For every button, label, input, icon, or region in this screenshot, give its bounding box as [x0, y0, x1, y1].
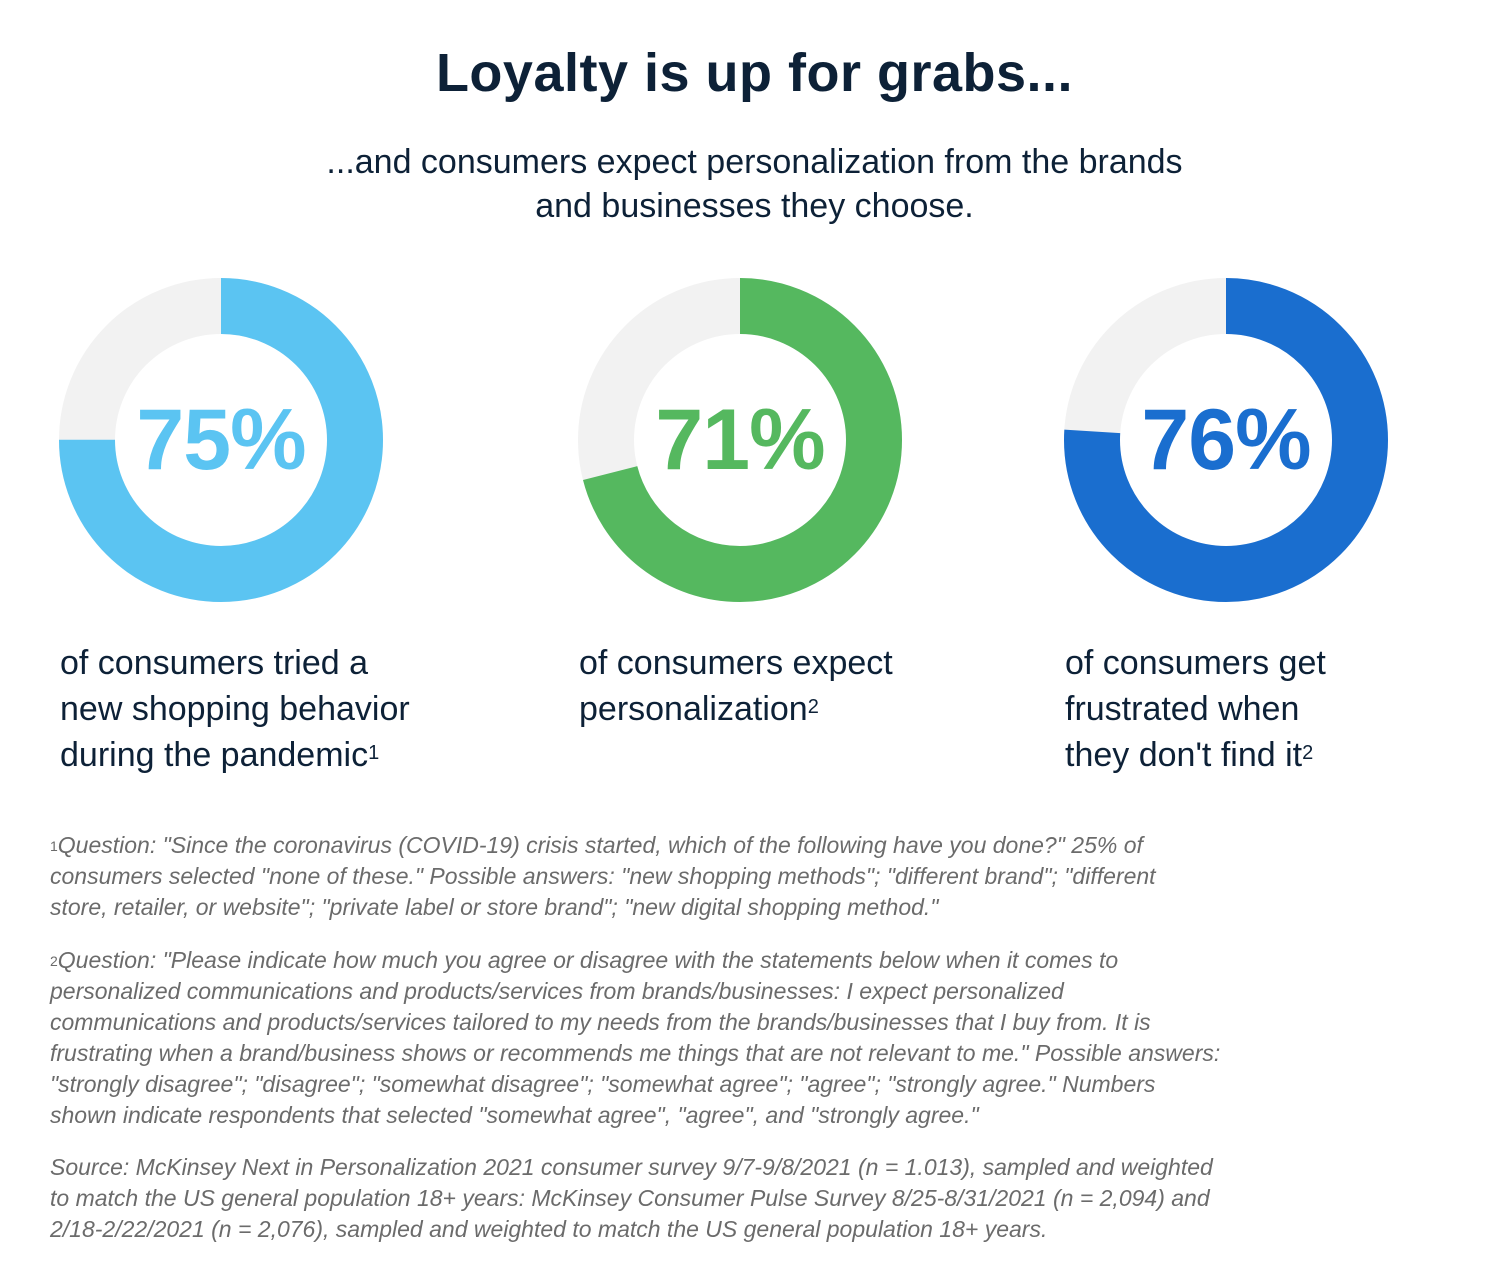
caption-line: of consumers get	[1065, 644, 1326, 682]
donut-percent-label: 76%	[1141, 391, 1311, 488]
footnote-line: "strongly disagree"; "disagree"; "somewh…	[50, 1071, 1156, 1097]
donut-value-arc	[578, 278, 902, 602]
donut-caption: of consumers tried a new shopping behavi…	[60, 640, 410, 778]
footnote-mark: 1	[368, 742, 380, 764]
footnote-1: 1Question: "Since the coronavirus (COVID…	[50, 830, 1470, 923]
caption-line: frustrated when	[1065, 690, 1300, 728]
footnote-line: shown indicate respondents that selected…	[50, 1102, 979, 1128]
source-line: to match the US general population 18+ y…	[50, 1185, 1210, 1211]
source-note: Source: McKinsey Next in Personalization…	[50, 1152, 1470, 1245]
footnote-line: personalized communications and products…	[50, 978, 1064, 1004]
donut-percent-label: 75%	[136, 391, 306, 488]
footnote-line-text: Question: "Please indicate how much you …	[57, 947, 1119, 973]
footnote-line: store, retailer, or website"; "private l…	[50, 894, 939, 920]
footnote-line: 1Question: "Since the coronavirus (COVID…	[50, 830, 1470, 861]
donut-chart-expect-personalization: 71%	[577, 277, 903, 603]
caption-line: of consumers expect	[579, 644, 893, 682]
footnote-line: frustrating when a brand/business shows …	[50, 1040, 1221, 1066]
footnote-line-text: Question: "Since the coronavirus (COVID-…	[57, 832, 1143, 858]
footnote-2: 2Question: "Please indicate how much you…	[50, 945, 1470, 1131]
donut-svg	[578, 278, 902, 602]
footnote-line: consumers selected "none of these." Poss…	[50, 863, 1156, 889]
source-line: Source: McKinsey Next in Personalization…	[50, 1154, 1213, 1180]
footnote-mark: 2	[807, 696, 819, 718]
donut-svg	[1064, 278, 1388, 602]
footnote-mark: 1	[50, 838, 58, 854]
caption-line-last: during the pandemic1	[60, 732, 410, 778]
subtitle-line: and businesses they choose.	[535, 187, 974, 225]
caption-line: new shopping behavior	[60, 690, 410, 728]
footnote-mark: 2	[50, 953, 58, 969]
caption-line-last: they don't find it2	[1065, 732, 1326, 778]
chart-subtitle: ...and consumers expect personalization …	[0, 140, 1509, 228]
donut-chart-frustrated: 76%	[1063, 277, 1389, 603]
donut-value-arc	[59, 278, 383, 602]
donut-value-arc	[1064, 278, 1388, 602]
subtitle-line: ...and consumers expect personalization …	[326, 143, 1183, 181]
chart-title: Loyalty is up for grabs...	[435, 43, 1074, 103]
donut-svg	[59, 278, 383, 602]
footnote-line: 2Question: "Please indicate how much you…	[50, 945, 1470, 976]
caption-line-text: they don't find it	[1065, 736, 1303, 774]
caption-line: of consumers tried a	[60, 644, 369, 682]
donut-caption: of consumers expect personalization2	[579, 640, 893, 732]
donut-chart-new-shopping-behavior: 75%	[58, 277, 384, 603]
caption-line-text: during the pandemic	[60, 736, 369, 774]
donut-caption: of consumers get frustrated when they do…	[1065, 640, 1326, 778]
footnote-line: communications and products/services tai…	[50, 1009, 1151, 1035]
caption-line-text: personalization	[579, 690, 808, 728]
footnote-mark: 2	[1302, 742, 1314, 764]
donut-percent-label: 71%	[655, 391, 825, 488]
source-line: 2/18-2/22/2021 (n = 2,076), sampled and …	[50, 1216, 1048, 1242]
caption-line-last: personalization2	[579, 686, 893, 732]
